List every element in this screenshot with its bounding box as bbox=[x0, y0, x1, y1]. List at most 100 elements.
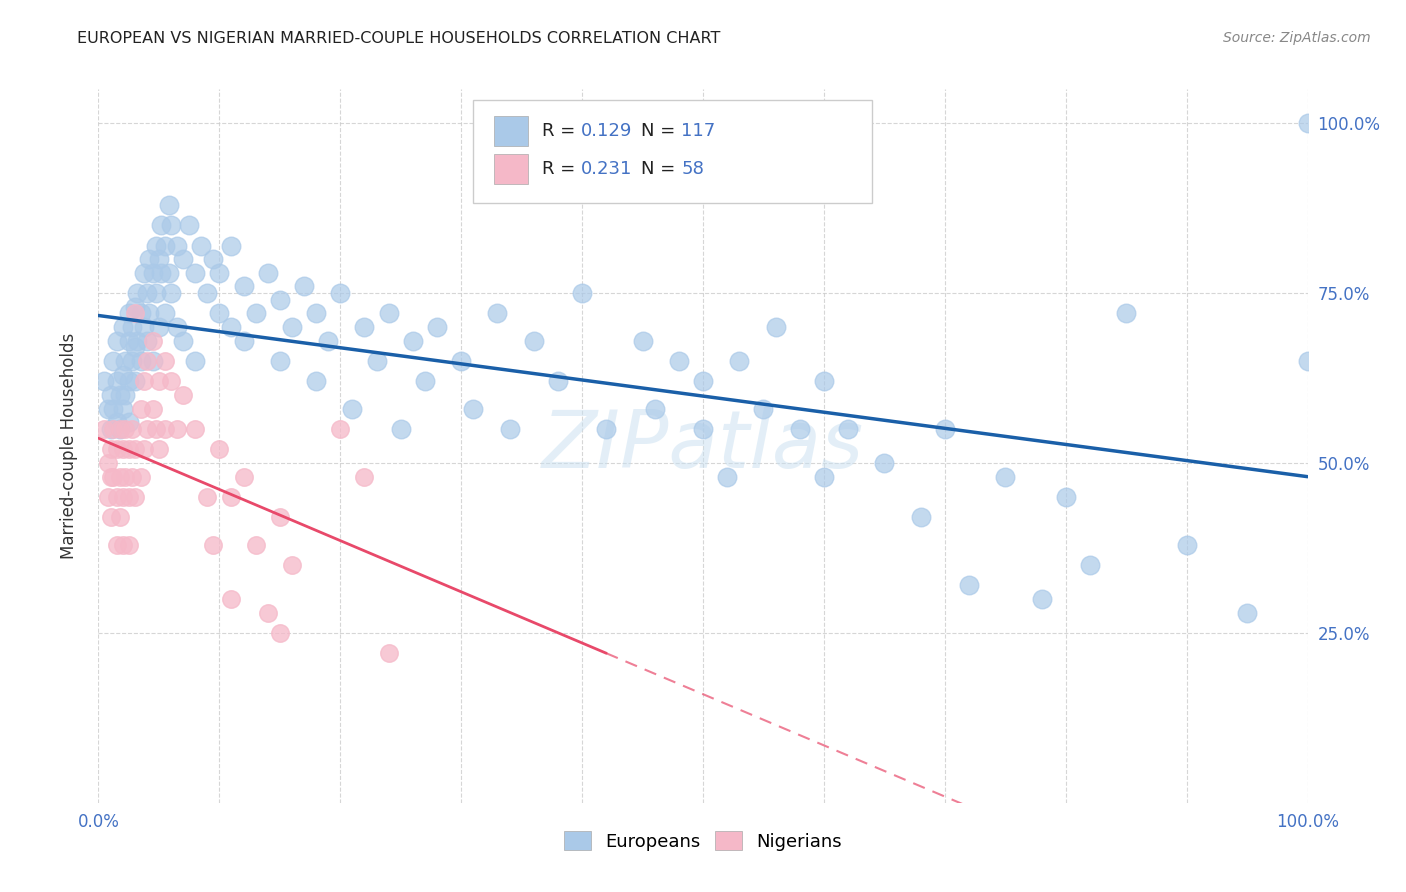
FancyBboxPatch shape bbox=[494, 116, 527, 146]
Point bbox=[463, 401, 485, 416]
Point bbox=[97, 456, 120, 470]
Point bbox=[329, 422, 352, 436]
Point bbox=[121, 469, 143, 483]
Point bbox=[114, 422, 136, 436]
Point bbox=[100, 469, 122, 483]
Point bbox=[134, 442, 156, 457]
Point bbox=[118, 490, 141, 504]
Point bbox=[142, 354, 165, 368]
Point bbox=[873, 456, 896, 470]
Point bbox=[256, 606, 278, 620]
Point bbox=[160, 286, 183, 301]
Point bbox=[129, 469, 152, 483]
Point bbox=[269, 626, 291, 640]
Point bbox=[232, 469, 254, 483]
Point bbox=[111, 368, 134, 382]
Point bbox=[138, 306, 160, 320]
Point bbox=[153, 238, 176, 252]
Point bbox=[450, 354, 472, 368]
Point bbox=[813, 375, 835, 389]
Point bbox=[101, 422, 124, 436]
Point bbox=[127, 286, 149, 301]
Text: R =: R = bbox=[543, 161, 581, 178]
Point bbox=[100, 422, 122, 436]
Point bbox=[1296, 116, 1319, 130]
Point bbox=[101, 401, 124, 416]
Point bbox=[93, 422, 115, 436]
Point bbox=[208, 266, 231, 280]
Point bbox=[114, 469, 136, 483]
Point bbox=[1115, 306, 1137, 320]
Point bbox=[108, 422, 131, 436]
Point bbox=[269, 510, 291, 524]
Point bbox=[402, 334, 425, 348]
Point bbox=[148, 252, 170, 266]
Point bbox=[232, 334, 254, 348]
Point bbox=[153, 354, 176, 368]
Point bbox=[135, 286, 157, 301]
Point bbox=[1054, 490, 1077, 504]
Point bbox=[305, 306, 328, 320]
Point bbox=[108, 388, 131, 402]
Point bbox=[105, 415, 128, 429]
Point bbox=[269, 354, 291, 368]
Point bbox=[160, 375, 183, 389]
Point bbox=[172, 388, 194, 402]
Point bbox=[221, 490, 243, 504]
Text: 0.129: 0.129 bbox=[581, 121, 633, 139]
Point bbox=[124, 375, 146, 389]
Point bbox=[121, 354, 143, 368]
Point bbox=[353, 469, 375, 483]
Point bbox=[692, 375, 714, 389]
Point bbox=[172, 252, 194, 266]
Point bbox=[93, 375, 115, 389]
Point bbox=[1078, 558, 1101, 572]
Point bbox=[716, 469, 738, 483]
Point bbox=[111, 320, 134, 334]
Point bbox=[377, 306, 399, 320]
Point bbox=[221, 591, 243, 606]
Legend: Europeans, Nigerians: Europeans, Nigerians bbox=[557, 824, 849, 858]
Point bbox=[118, 442, 141, 457]
Point bbox=[135, 354, 157, 368]
Point bbox=[353, 320, 375, 334]
Point bbox=[145, 422, 167, 436]
Point bbox=[329, 286, 352, 301]
Point bbox=[100, 510, 122, 524]
Point bbox=[202, 537, 225, 551]
Text: ZIPatlas: ZIPatlas bbox=[541, 407, 865, 485]
Point bbox=[111, 442, 134, 457]
Point bbox=[118, 334, 141, 348]
Point bbox=[668, 354, 690, 368]
Point bbox=[245, 537, 267, 551]
Y-axis label: Married-couple Households: Married-couple Households bbox=[59, 333, 77, 559]
Point bbox=[150, 266, 173, 280]
Point bbox=[208, 306, 231, 320]
Point bbox=[221, 238, 243, 252]
Point bbox=[134, 375, 156, 389]
Point bbox=[256, 266, 278, 280]
Point bbox=[366, 354, 388, 368]
Point bbox=[118, 537, 141, 551]
Point bbox=[124, 306, 146, 320]
Point bbox=[752, 401, 775, 416]
Text: R =: R = bbox=[543, 121, 581, 139]
Point bbox=[134, 320, 156, 334]
Point bbox=[118, 415, 141, 429]
Point bbox=[129, 306, 152, 320]
Point bbox=[166, 320, 188, 334]
Point bbox=[221, 320, 243, 334]
Point bbox=[124, 490, 146, 504]
Point bbox=[135, 422, 157, 436]
Point bbox=[195, 490, 218, 504]
Point bbox=[150, 218, 173, 232]
Point bbox=[426, 320, 449, 334]
Point bbox=[135, 334, 157, 348]
FancyBboxPatch shape bbox=[494, 154, 527, 184]
Point bbox=[105, 490, 128, 504]
Point bbox=[142, 266, 165, 280]
Point bbox=[114, 388, 136, 402]
Text: Source: ZipAtlas.com: Source: ZipAtlas.com bbox=[1223, 31, 1371, 45]
Point bbox=[101, 354, 124, 368]
Point bbox=[129, 354, 152, 368]
